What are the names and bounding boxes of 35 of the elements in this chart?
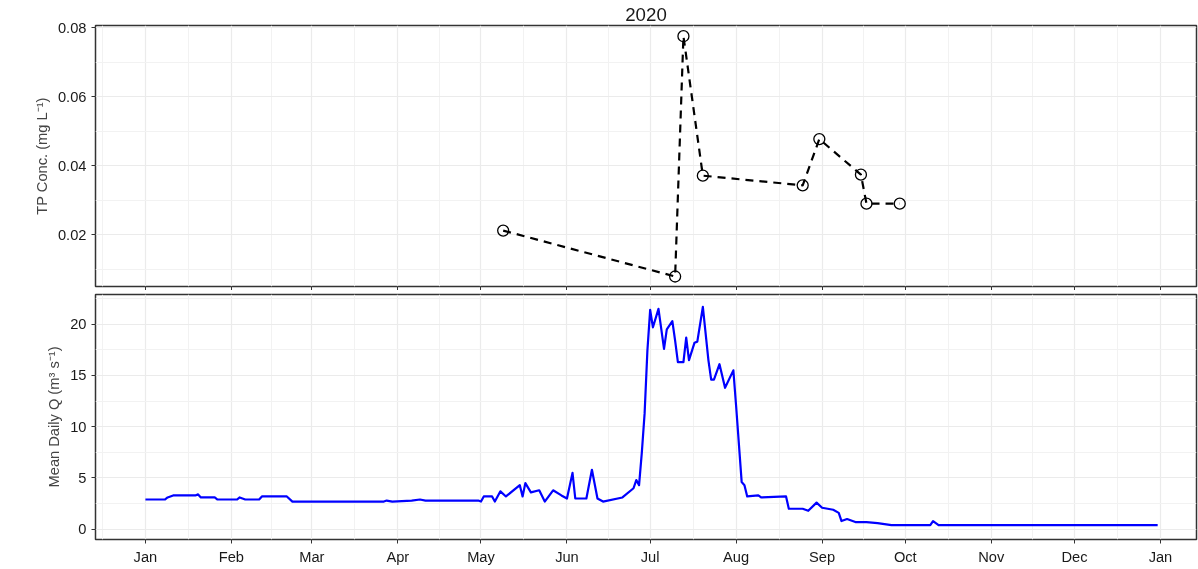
y-axis-title: Mean Daily Q (m³ s⁻¹) [46,346,63,488]
x-tick-label: Jul [640,548,660,565]
x-tick-label: Mar [299,548,325,565]
x-tick-label: May [467,548,496,565]
x-tick-label: Feb [218,548,245,565]
point [860,197,873,210]
point [893,197,906,210]
point [497,224,510,237]
point [668,270,682,283]
y-tick-label: 0 [78,521,87,538]
y-axis-title: TP Conc. (mg L⁻¹) [33,97,50,215]
point [796,179,809,192]
y-tick-label: 10 [70,418,87,435]
y-tick-label: 0.06 [57,88,87,105]
point [696,169,709,182]
point [677,30,690,43]
x-tick-label: Aug [723,548,750,565]
y-tick-label: 5 [78,469,87,486]
x-tick-label: Jan [1148,548,1173,565]
line-series [144,305,1159,527]
y-tick-label: 0.04 [57,157,87,174]
x-tick-label: Dec [1061,548,1088,565]
point [813,132,826,146]
y-tick-label: 15 [70,367,87,384]
point [854,168,868,181]
x-tick-label: Oct [893,548,917,565]
x-tick-label: Jan [133,548,158,565]
chart-title: 2020 [625,3,667,25]
x-tick-label: Jun [555,548,579,565]
x-tick-label: Nov [978,548,1005,565]
x-tick-label: Sep [809,548,836,565]
x-tick-label: Apr [386,548,410,565]
y-tick-label: 0.08 [57,19,87,36]
y-tick-label: 20 [70,316,87,333]
y-tick-label: 0.02 [57,226,87,243]
